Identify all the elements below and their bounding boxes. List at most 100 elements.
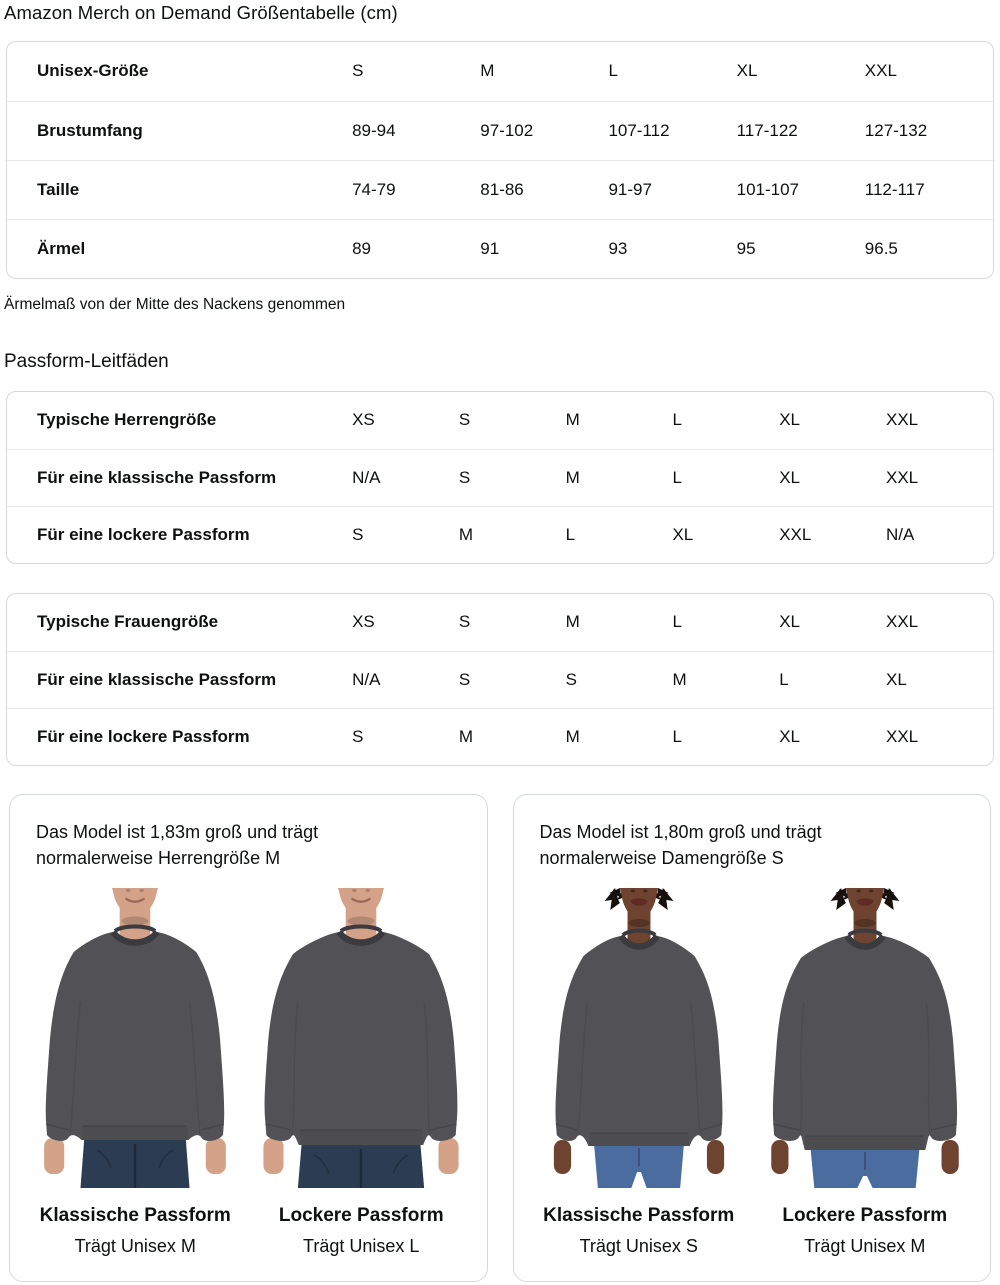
size-value: S: [352, 726, 364, 746]
figure-column: Lockere Passform Trägt Unisex M: [754, 888, 976, 1257]
size-value: XS: [352, 612, 375, 632]
table-row: Typische Frauengröße XS S M L XL XXL: [7, 594, 993, 651]
mens-fit-table: Typische Herrengröße XS S M L XL XXL Für eine k…: [6, 391, 994, 564]
row-label: Für eine klassische Passform: [37, 669, 277, 689]
female-head: [604, 888, 674, 948]
jeans: [298, 1143, 425, 1188]
right-hand: [438, 1138, 459, 1174]
size-value: 95: [736, 238, 756, 258]
size-value: N/A: [352, 467, 381, 487]
fit-caption-sub: Trägt Unisex M: [74, 1236, 196, 1256]
fit-caption-title: Klassische Passform: [543, 1205, 735, 1226]
size-value: XXL: [864, 61, 897, 81]
model-photo: [251, 888, 472, 1188]
table-row: Für eine lockere Passform S M L XL XXL N/A: [7, 506, 993, 563]
fit-caption-sub: Trägt Unisex L: [303, 1236, 420, 1256]
size-value: 101-107: [736, 179, 799, 199]
table-row: Für eine klassische Passform N/A S S M L XL: [7, 651, 993, 708]
model-card: Das Model ist 1,80m groß und trägt norma…: [512, 794, 991, 1282]
left-hand: [553, 1140, 571, 1174]
size-value: 117-122: [736, 120, 798, 140]
size-value: 89: [352, 238, 372, 258]
page-title: Amazon Merch on Demand Größentabelle (cm…: [4, 2, 398, 23]
table-row: Für eine lockere Passform S M M L XL XXL: [7, 708, 993, 765]
size-value: 74-79: [352, 179, 396, 199]
model-card: Das Model ist 1,83m groß und trägt norma…: [9, 794, 488, 1282]
size-value: S: [458, 410, 471, 430]
size-value: M: [458, 524, 474, 544]
row-label: Für eine klassische Passform: [37, 467, 277, 487]
size-value: N/A: [886, 524, 915, 544]
right-hand: [206, 1138, 227, 1174]
size-value: XXL: [886, 612, 919, 632]
size-value: XXL: [886, 467, 919, 487]
model-figure-male-classic: [25, 888, 246, 1188]
size-value: M: [458, 726, 474, 746]
size-value: 91: [480, 238, 500, 258]
size-value: 112-117: [864, 179, 925, 199]
size-value: XL: [886, 669, 907, 689]
size-value: 93: [608, 238, 628, 258]
size-value: M: [565, 467, 580, 487]
size-value: M: [480, 61, 495, 81]
size-value: XXL: [886, 726, 919, 746]
male-head: [112, 888, 159, 944]
sweatshirt: [555, 928, 723, 1146]
size-value: XL: [779, 726, 801, 746]
row-label: Für eine lockere Passform: [37, 524, 250, 544]
jeans: [593, 1144, 684, 1188]
size-value: M: [672, 669, 687, 689]
figure-column: Klassische Passform Trägt Unisex M: [24, 888, 246, 1257]
size-value: XS: [352, 410, 375, 430]
table-row: Taille 74-79 81-86 91-97 101-107 112-117: [7, 160, 993, 219]
size-value: L: [672, 467, 682, 487]
size-value: L: [565, 524, 576, 544]
size-value: M: [565, 612, 580, 632]
left-hand: [263, 1138, 284, 1174]
jeans: [810, 1148, 920, 1188]
size-value: N/A: [352, 669, 381, 689]
right-hand: [941, 1140, 959, 1174]
row-label: Typische Frauengröße: [37, 612, 219, 632]
size-value: S: [458, 467, 471, 487]
male-head: [338, 888, 385, 944]
fit-caption-title: Lockere Passform: [782, 1205, 948, 1226]
size-value: XXL: [886, 410, 919, 430]
figures-row: Klassische Passform Trägt Unisex M Lockere…: [24, 888, 473, 1257]
row-label: Für eine lockere Passform: [37, 726, 250, 746]
model-intro: Das Model ist 1,80m groß und trägt norma…: [539, 822, 822, 868]
size-value: 127-132: [864, 120, 928, 140]
size-value: 91-97: [608, 179, 652, 199]
size-value: XXL: [779, 524, 812, 544]
fit-guides-title: Passform-Leitfäden: [4, 351, 169, 372]
size-value: 96.5: [864, 238, 898, 258]
left-hand: [771, 1140, 789, 1174]
model-photo: [754, 888, 975, 1188]
figure-column: Klassische Passform Trägt Unisex S: [528, 888, 750, 1257]
size-value: S: [458, 669, 471, 689]
model-figure-female-classic: [528, 888, 749, 1188]
table-row: Für eine klassische Passform N/A S M L XL XXL: [7, 449, 993, 506]
size-value: 81-86: [480, 179, 524, 199]
size-value: M: [565, 726, 580, 746]
sweatshirt: [772, 928, 957, 1150]
size-value: S: [458, 612, 471, 632]
fit-caption-title: Klassische Passform: [39, 1205, 231, 1226]
size-value: L: [672, 726, 682, 746]
size-value: S: [352, 61, 364, 81]
fit-caption-sub: Trägt Unisex M: [804, 1236, 926, 1256]
sweatshirt: [46, 924, 225, 1141]
size-value: M: [565, 410, 580, 430]
size-value: XL: [736, 61, 758, 81]
model-cards: Das Model ist 1,83m groß und trägt norma…: [9, 794, 991, 1282]
size-value: XL: [779, 467, 801, 487]
model-intro: Das Model ist 1,83m groß und trägt norma…: [36, 822, 319, 868]
size-value: 97-102: [480, 120, 534, 140]
sleeve-measure-note: Ärmelmaß von der Mitte des Nackens genom…: [4, 296, 346, 313]
model-photo: [528, 888, 749, 1188]
fit-caption-sub: Trägt Unisex S: [579, 1236, 698, 1256]
model-figure-female-loose: [754, 888, 975, 1188]
womens-fit-table: Typische Frauengröße XS S M L XL XXL Für eine k…: [6, 593, 994, 766]
size-value: XL: [779, 410, 801, 430]
size-value: L: [779, 669, 789, 689]
